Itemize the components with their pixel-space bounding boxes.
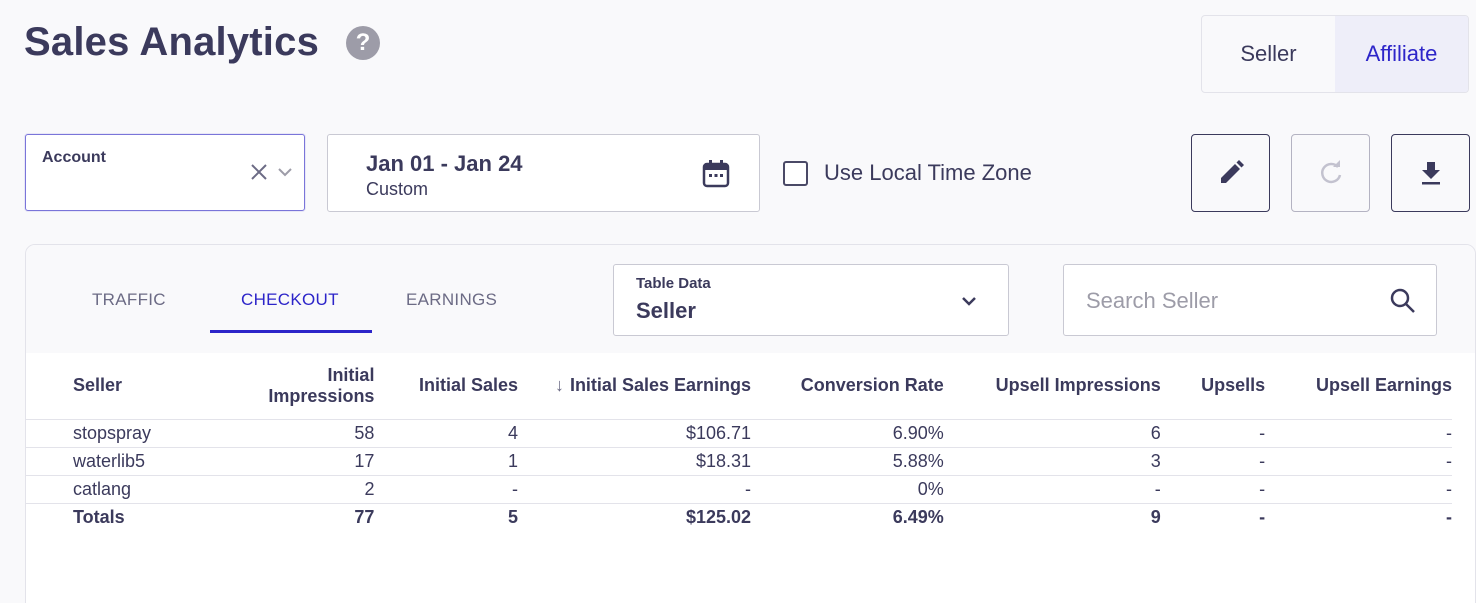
column-header-upsell-impressions[interactable]: Upsell Impressions xyxy=(943,353,1161,420)
cell-seller: catlang xyxy=(26,475,227,504)
view-toggle: Seller Affiliate xyxy=(1201,15,1469,93)
checkout-table: Seller Initial Impressions Initial Sales… xyxy=(26,353,1452,531)
table-data-value: Seller xyxy=(636,298,696,323)
cell-upsells: - xyxy=(1160,419,1266,448)
refresh-icon xyxy=(1320,160,1341,184)
cell-initial-impressions: 17 xyxy=(226,447,375,476)
date-range-mode: Custom xyxy=(366,179,429,199)
table-row[interactable]: waterlib5 17 1 $18.31 5.88% 3 - - xyxy=(26,447,1452,476)
tab-traffic[interactable]: TRAFFIC xyxy=(92,290,166,309)
cell-totals-label: Totals xyxy=(73,506,125,527)
cell-initial-sales-earnings: $18.31 xyxy=(518,447,752,476)
cell-total-conversion-rate: 6.49% xyxy=(892,506,944,527)
local-time-zone-label[interactable]: Use Local Time Zone xyxy=(824,160,1032,185)
column-header-seller[interactable]: Seller xyxy=(26,353,227,420)
affiliate-toggle-button[interactable]: Affiliate xyxy=(1335,16,1468,92)
search-seller-field[interactable] xyxy=(1063,264,1437,336)
download-button[interactable] xyxy=(1391,134,1470,212)
cell-total-upsells: - xyxy=(1259,506,1266,527)
download-icon xyxy=(1421,162,1440,185)
column-header-initial-sales-earnings[interactable]: ↓ Initial Sales Earnings xyxy=(518,353,752,420)
column-header-initial-sales[interactable]: Initial Sales xyxy=(374,353,519,420)
local-time-zone-checkbox[interactable] xyxy=(783,161,808,186)
date-range-value: Jan 01 - Jan 24 xyxy=(366,151,523,176)
account-select-label: Account xyxy=(42,149,106,166)
cell-initial-sales-earnings: - xyxy=(518,475,752,504)
refresh-button[interactable] xyxy=(1291,134,1370,212)
question-circle-icon[interactable]: ? xyxy=(346,26,380,60)
cell-total-initial-impressions: 77 xyxy=(354,506,375,527)
chevron-down-icon xyxy=(278,168,292,177)
clear-icon[interactable] xyxy=(248,161,270,183)
cell-initial-sales-earnings: $106.71 xyxy=(518,419,752,448)
cell-upsell-earnings: - xyxy=(1265,447,1452,476)
cell-upsell-impressions: 6 xyxy=(943,419,1161,448)
cell-conversion-rate: 0% xyxy=(751,475,944,504)
cell-upsell-earnings: - xyxy=(1265,419,1452,448)
date-range-picker[interactable]: Jan 01 - Jan 24 Custom xyxy=(327,134,760,212)
column-header-initial-impressions[interactable]: Initial Impressions xyxy=(226,353,375,420)
table-row[interactable]: stopspray 58 4 $106.71 6.90% 6 - - xyxy=(26,419,1452,448)
cell-upsell-impressions: 3 xyxy=(943,447,1161,476)
cell-upsells: - xyxy=(1160,447,1266,476)
sort-down-arrow-icon: ↓ xyxy=(554,375,564,396)
cell-initial-impressions: 58 xyxy=(226,419,375,448)
seller-toggle-button[interactable]: Seller xyxy=(1240,41,1297,66)
tab-earnings[interactable]: EARNINGS xyxy=(406,290,498,309)
column-header-initial-sales-earnings-label: Initial Sales Earnings xyxy=(569,375,752,396)
cell-conversion-rate: 5.88% xyxy=(751,447,944,476)
analytics-panel: TRAFFIC CHECKOUT EARNINGS Table Data Sel… xyxy=(25,244,1476,603)
cell-initial-sales: 1 xyxy=(374,447,519,476)
table-data-select[interactable]: Table Data Seller xyxy=(613,264,1009,336)
column-header-upsell-earnings[interactable]: Upsell Earnings xyxy=(1265,353,1452,420)
cell-seller: waterlib5 xyxy=(26,447,227,476)
cell-upsell-impressions: - xyxy=(943,475,1161,504)
cell-total-upsell-earnings: - xyxy=(1446,506,1452,527)
column-header-upsells[interactable]: Upsells xyxy=(1160,353,1266,420)
cell-upsell-earnings: - xyxy=(1265,475,1452,504)
cell-total-upsell-impressions: 9 xyxy=(1150,506,1161,527)
tab-checkout[interactable]: CHECKOUT xyxy=(241,290,339,309)
cell-total-initial-sales: 5 xyxy=(508,506,519,527)
totals-row: Totals 77 5 $125.02 6.49% 9 - - xyxy=(26,503,1452,531)
column-header-conversion-rate[interactable]: Conversion Rate xyxy=(751,353,944,420)
cell-initial-impressions: 2 xyxy=(226,475,375,504)
chevron-down-icon xyxy=(962,297,976,306)
cell-total-initial-sales-earnings: $125.02 xyxy=(685,506,752,527)
account-select[interactable]: Account xyxy=(25,134,305,211)
page-title: Sales Analytics xyxy=(24,20,320,64)
cell-conversion-rate: 6.90% xyxy=(751,419,944,448)
cell-initial-sales: - xyxy=(374,475,519,504)
cell-initial-sales: 4 xyxy=(374,419,519,448)
calendar-icon xyxy=(702,160,730,188)
active-tab-indicator xyxy=(210,330,372,333)
cell-seller: stopspray xyxy=(26,419,227,448)
cell-upsells: - xyxy=(1160,475,1266,504)
table-row[interactable]: catlang 2 - - 0% - - - xyxy=(26,475,1452,504)
edit-button[interactable] xyxy=(1191,134,1270,212)
table-data-label: Table Data xyxy=(636,275,711,292)
table-header-row: Seller Initial Impressions Initial Sales… xyxy=(26,353,1452,420)
search-input[interactable] xyxy=(1086,285,1366,317)
pencil-icon xyxy=(1220,160,1244,183)
search-icon[interactable] xyxy=(1389,287,1417,315)
